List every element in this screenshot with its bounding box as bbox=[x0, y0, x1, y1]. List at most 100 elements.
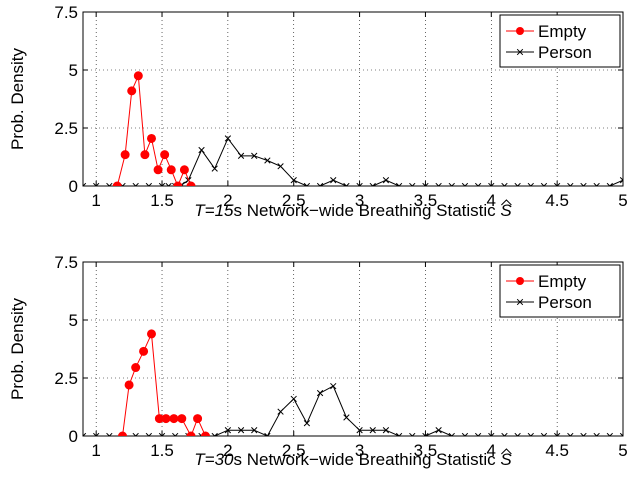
data-point-empty bbox=[118, 431, 128, 436]
data-point-empty bbox=[169, 414, 179, 424]
plot-area bbox=[83, 329, 623, 436]
data-point-person bbox=[211, 432, 218, 436]
x-tick-label: 2 bbox=[223, 191, 232, 210]
data-point-empty bbox=[112, 181, 122, 186]
data-point-person bbox=[514, 432, 521, 436]
data-point-person bbox=[290, 177, 297, 184]
x-tick-label: 2.5 bbox=[282, 441, 306, 460]
x-tick-label: 3 bbox=[355, 441, 364, 460]
data-point-person bbox=[237, 427, 245, 434]
data-point-empty bbox=[177, 414, 187, 424]
y-axis-label: Prob. Density bbox=[8, 297, 27, 400]
data-point-person bbox=[165, 182, 172, 186]
data-point-person bbox=[409, 432, 416, 436]
legend: Empty Person bbox=[499, 14, 621, 68]
data-point-person bbox=[527, 182, 534, 186]
x-tick-label: 4.5 bbox=[545, 191, 569, 210]
x-axis-label-symbol: S bbox=[500, 201, 512, 220]
data-point-person bbox=[237, 152, 245, 159]
data-point-person bbox=[330, 177, 337, 184]
data-point-person bbox=[356, 182, 363, 186]
data-point-person bbox=[606, 432, 613, 436]
data-point-person bbox=[619, 177, 623, 184]
data-point-person bbox=[251, 152, 258, 159]
data-point-empty bbox=[200, 431, 210, 436]
x-tick-label: 1.5 bbox=[150, 191, 174, 210]
legend-label-empty: Empty bbox=[538, 272, 587, 291]
data-point-person bbox=[448, 182, 455, 186]
data-point-person bbox=[461, 432, 469, 436]
data-point-person bbox=[501, 182, 508, 186]
data-point-person bbox=[527, 432, 534, 436]
data-point-person bbox=[277, 408, 284, 415]
data-point-person bbox=[409, 182, 416, 186]
x-axis-label-window: =30 bbox=[205, 450, 234, 469]
x-axis-label: T=30s Network−wide Breathing Statistic S bbox=[194, 450, 512, 469]
data-point-empty bbox=[140, 150, 150, 160]
data-point-empty bbox=[133, 71, 143, 81]
data-point-person bbox=[488, 182, 495, 186]
data-point-empty bbox=[153, 165, 163, 175]
data-point-person bbox=[316, 182, 324, 186]
data-point-person bbox=[145, 432, 153, 436]
data-point-person bbox=[198, 146, 205, 154]
plot-area bbox=[83, 71, 623, 186]
data-point-person bbox=[567, 432, 574, 436]
data-point-person bbox=[145, 182, 153, 186]
x-tick-label: 5 bbox=[618, 191, 627, 210]
x-axis-label: T=15s Network−wide Breathing Statistic S bbox=[194, 201, 512, 220]
data-point-person bbox=[395, 432, 403, 436]
data-point-person bbox=[172, 432, 179, 436]
data-point-person bbox=[290, 395, 297, 403]
legend: Empty Person bbox=[499, 264, 621, 318]
legend-marker-person bbox=[516, 48, 524, 56]
x-tick-label: 2 bbox=[223, 441, 232, 460]
data-point-person bbox=[553, 432, 561, 436]
x-tick-label: 4 bbox=[487, 441, 496, 460]
data-point-person bbox=[264, 432, 271, 436]
data-point-person bbox=[501, 432, 508, 436]
x-tick-label: 4 bbox=[487, 191, 496, 210]
data-point-person bbox=[303, 182, 311, 186]
data-point-empty bbox=[179, 165, 189, 175]
hat-accent bbox=[501, 199, 512, 206]
legend-marker-empty bbox=[516, 277, 524, 285]
data-point-person bbox=[514, 182, 521, 186]
data-point-person bbox=[488, 432, 495, 436]
x-tick-label: 3 bbox=[355, 191, 364, 210]
data-point-person bbox=[224, 427, 232, 434]
data-point-empty bbox=[139, 346, 149, 356]
y-tick-label: 7.5 bbox=[54, 253, 78, 272]
data-point-empty bbox=[193, 414, 203, 424]
y-tick-label: 2.5 bbox=[54, 119, 78, 138]
data-point-person bbox=[382, 427, 390, 434]
x-tick-label: 2.5 bbox=[282, 191, 306, 210]
legend-label-empty: Empty bbox=[538, 22, 587, 41]
data-point-person bbox=[277, 163, 284, 170]
data-point-person bbox=[580, 432, 587, 436]
data-point-person bbox=[251, 427, 258, 434]
data-point-person bbox=[369, 182, 376, 186]
data-point-empty bbox=[127, 86, 137, 96]
x-axis-label-window: =15 bbox=[205, 201, 234, 220]
data-point-person bbox=[93, 182, 100, 186]
data-point-empty bbox=[146, 329, 156, 339]
data-point-empty bbox=[186, 431, 196, 436]
data-point-person bbox=[435, 427, 442, 434]
data-point-empty bbox=[173, 181, 183, 186]
data-point-empty bbox=[120, 150, 130, 160]
x-tick-label: 1 bbox=[91, 441, 100, 460]
data-point-person bbox=[356, 427, 363, 434]
y-tick-label: 2.5 bbox=[54, 369, 78, 388]
y-axis-label: Prob. Density bbox=[8, 47, 27, 150]
x-axis-label-text: s Network−wide Breathing Statistic bbox=[233, 450, 500, 469]
legend-box bbox=[499, 14, 621, 68]
data-point-person bbox=[83, 432, 87, 436]
x-axis-label-variable: T bbox=[194, 201, 206, 220]
x-tick-label: 1.5 bbox=[150, 441, 174, 460]
x-axis-label-text: s Network−wide Breathing Statistic bbox=[233, 201, 500, 220]
x-tick-label: 4.5 bbox=[545, 441, 569, 460]
data-point-person bbox=[474, 432, 482, 436]
data-point-person bbox=[93, 432, 100, 436]
